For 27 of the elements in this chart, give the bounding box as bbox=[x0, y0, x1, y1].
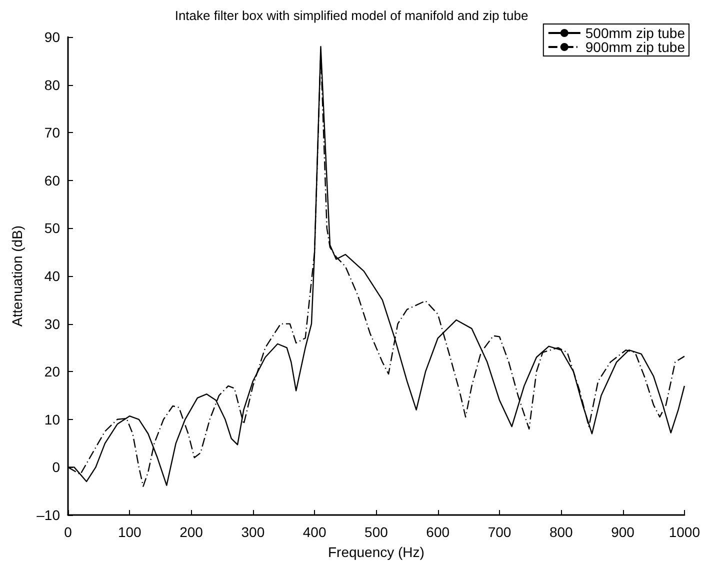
y-tick-label: 60 bbox=[44, 172, 60, 188]
y-tick-label: 30 bbox=[44, 316, 60, 332]
x-axis-title: Frequency (Hz) bbox=[328, 544, 424, 560]
x-tick-label: 400 bbox=[302, 524, 326, 540]
legend-label: 900mm zip tube bbox=[585, 39, 686, 55]
chart-title: Intake filter box with simplified model of manifold and zip tube bbox=[174, 8, 528, 23]
y-tick-label: 90 bbox=[44, 29, 60, 45]
x-tick-label: 500 bbox=[364, 524, 388, 540]
x-tick-label: 300 bbox=[241, 524, 265, 540]
x-tick-label: 0 bbox=[64, 524, 72, 540]
y-axis-title: Attenuation (dB) bbox=[9, 225, 25, 327]
legend-label: 500mm zip tube bbox=[585, 25, 686, 41]
y-tick-label: 10 bbox=[44, 411, 60, 428]
x-tick-label: 800 bbox=[549, 524, 574, 540]
y-tick-label: 80 bbox=[44, 76, 60, 93]
y-tick-label: 70 bbox=[44, 124, 60, 141]
x-tick-label: 200 bbox=[180, 524, 204, 540]
x-tick-label: 900 bbox=[611, 524, 635, 540]
x-tick-label: 1000 bbox=[668, 524, 700, 540]
y-tick-label: 50 bbox=[44, 220, 60, 236]
y-tick-label: 40 bbox=[44, 268, 60, 284]
y-tick-label: 0 bbox=[52, 459, 60, 476]
y-tick-label: 20 bbox=[44, 364, 60, 380]
x-tick-label: 100 bbox=[118, 524, 142, 540]
x-tick-label: 600 bbox=[426, 524, 450, 540]
x-tick-label: 700 bbox=[488, 524, 512, 540]
y-tick-label: –10 bbox=[36, 507, 60, 523]
